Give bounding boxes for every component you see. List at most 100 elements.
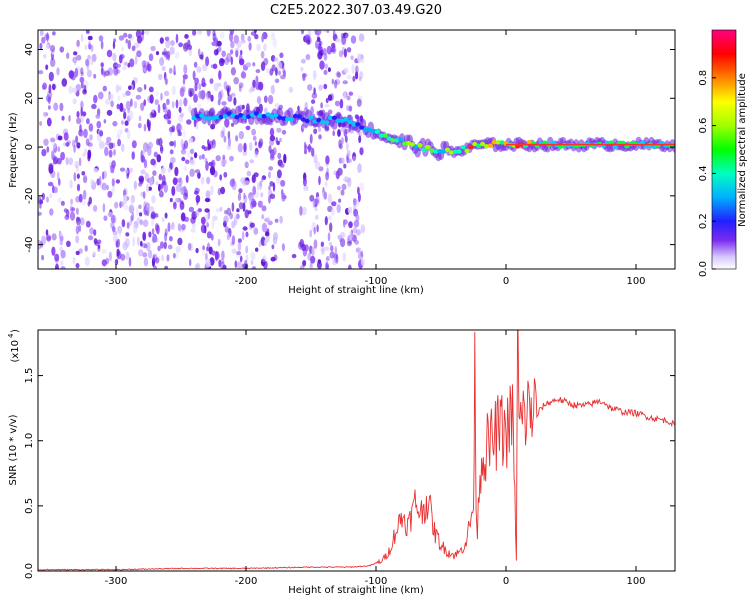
noise-speckle	[112, 41, 116, 50]
noise-speckle	[323, 191, 328, 200]
noise-speckle	[51, 83, 56, 91]
spectrogram-xlabel: Height of straight line (km)	[288, 285, 424, 296]
noise-speckle	[76, 164, 79, 173]
noise-speckle	[335, 170, 340, 180]
noise-speckle	[227, 94, 233, 102]
signal-core	[355, 122, 361, 127]
noise-speckle	[140, 155, 145, 163]
noise-speckle	[118, 35, 125, 41]
noise-speckle	[254, 141, 257, 146]
noise-speckle	[343, 48, 347, 58]
noise-speckle	[153, 151, 158, 158]
noise-speckle	[211, 219, 215, 229]
noise-speckle	[137, 87, 143, 93]
noise-speckle	[82, 111, 87, 117]
noise-speckle	[333, 79, 338, 89]
noise-speckle	[59, 46, 65, 53]
noise-speckle	[161, 254, 165, 262]
noise-speckle	[243, 142, 247, 153]
noise-speckle	[207, 143, 212, 151]
noise-speckle	[47, 181, 54, 187]
noise-speckle	[180, 200, 184, 205]
noise-speckle	[75, 225, 80, 235]
noise-speckle	[183, 43, 186, 50]
noise-speckle	[155, 225, 159, 234]
colorbar-tick-label: 0.4	[698, 165, 709, 181]
noise-speckle	[130, 98, 133, 107]
noise-speckle	[247, 210, 252, 215]
noise-speckle	[82, 189, 87, 200]
noise-speckle	[79, 76, 85, 83]
noise-speckle	[84, 44, 88, 50]
noise-speckle	[249, 142, 253, 151]
noise-speckle	[309, 133, 313, 144]
noise-speckle	[327, 193, 333, 204]
noise-speckle	[78, 193, 83, 203]
noise-speckle	[121, 219, 126, 228]
noise-speckle	[172, 177, 178, 186]
noise-speckle	[76, 183, 81, 192]
snr-data	[38, 330, 675, 571]
noise-speckle	[206, 222, 210, 228]
noise-speckle	[72, 87, 78, 94]
noise-speckle	[138, 204, 142, 209]
noise-speckle	[261, 214, 265, 220]
noise-speckle	[219, 58, 226, 64]
noise-speckle	[41, 36, 46, 44]
colorbar-ticks: 0.0 0.2 0.4 0.6 0.8	[698, 70, 716, 277]
noise-speckle	[324, 103, 330, 108]
noise-speckle	[300, 30, 305, 35]
signal-core	[339, 118, 345, 123]
noise-speckle	[254, 150, 259, 158]
noise-speckle	[323, 246, 330, 251]
noise-speckle	[161, 51, 166, 56]
noise-speckle	[54, 253, 60, 262]
noise-speckle	[135, 94, 142, 100]
noise-speckle	[169, 141, 175, 147]
noise-speckle	[136, 236, 140, 246]
noise-speckle	[132, 223, 138, 234]
colorbar-tick-label: 0.2	[698, 213, 709, 229]
noise-speckle	[200, 216, 206, 225]
noise-speckle	[341, 35, 347, 46]
noise-speckle	[152, 254, 156, 264]
noise-speckle	[155, 181, 159, 186]
noise-speckle	[343, 219, 346, 228]
noise-speckle	[227, 86, 230, 97]
noise-speckle	[271, 55, 275, 60]
noise-speckle	[85, 58, 90, 67]
noise-speckle	[346, 150, 351, 158]
noise-speckle	[323, 69, 328, 76]
noise-speckle	[167, 119, 172, 125]
noise-speckle	[127, 39, 131, 50]
noise-speckle	[238, 131, 245, 140]
noise-speckle	[180, 138, 184, 149]
noise-speckle	[220, 130, 225, 139]
noise-speckle	[194, 169, 201, 174]
noise-speckle	[127, 62, 131, 68]
signal-core	[425, 145, 431, 150]
noise-speckle	[245, 62, 252, 68]
noise-speckle	[202, 245, 205, 251]
noise-speckle	[143, 205, 148, 216]
noise-speckle	[50, 170, 56, 178]
noise-speckle	[144, 202, 150, 211]
noise-speckle	[190, 148, 195, 154]
noise-speckle	[302, 260, 307, 267]
noise-speckle	[169, 197, 173, 203]
noise-speckle	[207, 90, 211, 99]
signal-core	[409, 142, 415, 147]
signal-core	[374, 129, 380, 135]
noise-speckle	[193, 190, 199, 195]
noise-speckle	[101, 182, 108, 191]
noise-speckle	[360, 250, 364, 258]
signal-core	[441, 149, 447, 154]
noise-speckle	[221, 50, 226, 58]
noise-speckle	[112, 120, 118, 127]
noise-speckle	[147, 146, 152, 156]
noise-speckle	[121, 46, 124, 52]
noise-speckle	[250, 260, 254, 265]
noise-speckle	[346, 240, 352, 247]
noise-speckle	[46, 196, 49, 203]
